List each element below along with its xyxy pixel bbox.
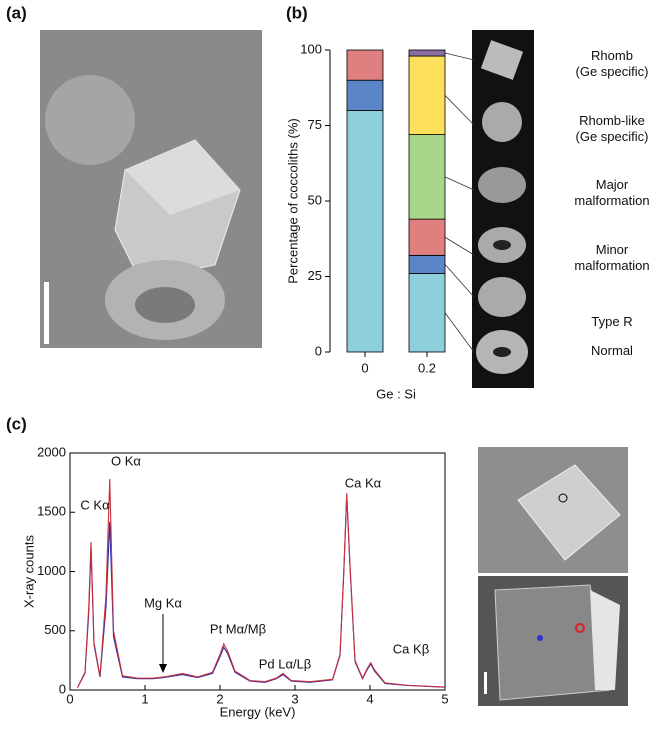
legend-label: Rhomb (Ge specific): [576, 48, 649, 79]
x-tick-label: 3: [291, 691, 298, 706]
panel-label: (b): [286, 3, 308, 22]
spectrum-line: [77, 479, 446, 688]
x-tick-label: 0.2: [418, 360, 436, 375]
y-tick-label: 2000: [37, 444, 66, 459]
annotation: Mg Kα: [144, 595, 182, 610]
bar-segment: [346, 79, 384, 111]
connector: [444, 236, 475, 256]
x-axis-label: Ge : Si: [376, 386, 416, 401]
annotation: Ca Kβ: [393, 641, 429, 656]
y-tick-label: 1000: [37, 563, 66, 578]
x-axis-label: Energy (keV): [220, 704, 296, 719]
legend-label: Normal: [591, 343, 633, 358]
y-tick-label: 25: [308, 268, 322, 283]
y-axis-label: Percentage of coccoliths (%): [285, 118, 300, 283]
bar-segment: [408, 218, 446, 256]
y-tick-label: 500: [44, 622, 66, 637]
connector: [444, 95, 475, 126]
legend-label: Rhomb-like (Ge specific): [576, 113, 649, 144]
arrow-head: [159, 664, 167, 673]
plot-frame: [69, 452, 446, 691]
y-tick-label: 75: [308, 117, 322, 132]
annotation: Ca Kα: [345, 475, 382, 490]
annotation: O Kα: [111, 453, 141, 468]
annotation: C Kα: [80, 497, 110, 512]
x-tick-label: 2: [216, 691, 223, 706]
connector: [444, 52, 475, 61]
micrograph: [478, 447, 628, 706]
bar-segment: [408, 134, 446, 220]
y-tick-label: 100: [300, 41, 322, 56]
connector: [444, 176, 475, 191]
y-tick-label: 0: [315, 343, 322, 358]
legend-label: Major malformation: [574, 177, 649, 208]
annotation: Pt Mα/Mβ: [210, 621, 266, 636]
panel-label: (c): [6, 414, 27, 433]
x-tick-label: 4: [366, 691, 373, 706]
legend-label: Minor malformation: [574, 242, 649, 273]
x-tick-label: 0: [361, 360, 368, 375]
bar-segment: [346, 110, 384, 353]
annotation: Pd Lα/Lβ: [259, 656, 312, 671]
bar-segment: [408, 254, 446, 274]
bar-segment: [346, 49, 384, 81]
micrograph-strip: [472, 30, 534, 388]
x-tick-label: 5: [441, 691, 448, 706]
y-tick-label: 1500: [37, 504, 66, 519]
y-axis-label: X-ray counts: [21, 535, 36, 608]
x-tick-label: 0: [66, 691, 73, 706]
x-tick-label: 1: [141, 691, 148, 706]
bar-segment: [408, 49, 446, 57]
connector: [444, 264, 475, 298]
panel-label: (a): [6, 3, 27, 22]
bar-segment: [408, 55, 446, 135]
bar-segment: [408, 273, 446, 353]
connector: [444, 312, 475, 353]
y-tick-label: 50: [308, 192, 322, 207]
legend-label: Type R: [591, 314, 632, 329]
y-tick-label: 0: [59, 681, 66, 696]
micrograph: [40, 30, 262, 348]
